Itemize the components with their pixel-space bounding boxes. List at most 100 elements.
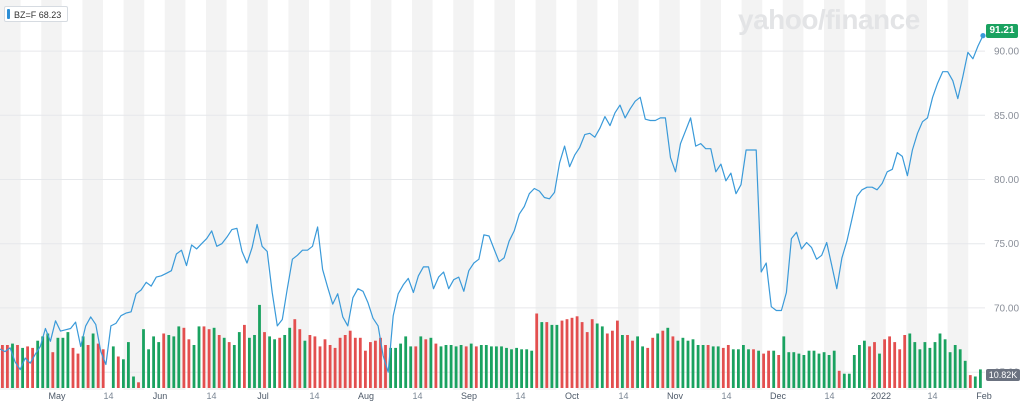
volume-bar — [721, 347, 725, 388]
volume-bar — [646, 347, 650, 388]
volume-bar — [26, 346, 29, 388]
volume-bar — [490, 346, 493, 388]
volume-bar — [600, 326, 604, 388]
stripe-band — [206, 0, 227, 390]
volume-bar — [182, 327, 186, 388]
volume-bar — [616, 320, 619, 388]
volume-bar — [570, 317, 574, 388]
volume-bar — [202, 326, 206, 388]
volume-bar — [726, 345, 730, 388]
volume-bar — [142, 329, 145, 388]
volume-bar — [560, 320, 564, 388]
volume-bar — [530, 350, 534, 388]
volume-bar — [116, 356, 120, 388]
x-tick-label: Jun — [153, 391, 168, 401]
volume-bar — [923, 342, 927, 388]
volume-bar — [676, 340, 680, 388]
volume-bar — [666, 327, 670, 388]
x-tick-label: 14 — [927, 391, 937, 401]
stripe-band — [947, 0, 969, 390]
volume-bar — [953, 345, 957, 388]
stripe-band — [494, 0, 515, 390]
volume-bar — [792, 352, 796, 388]
volume-bar — [520, 349, 523, 388]
volume-bar — [258, 304, 261, 388]
volume-bar — [86, 345, 90, 388]
volume-bar — [353, 337, 357, 388]
volume-bar — [585, 332, 589, 388]
volume-bar — [767, 350, 770, 388]
volume-bar — [938, 333, 942, 388]
volume-bar — [51, 352, 55, 388]
y-tick-label: 85.00 — [994, 111, 1019, 122]
volume-bar — [656, 333, 660, 388]
x-tick-label: 14 — [103, 391, 113, 401]
volume-bar — [76, 353, 80, 388]
volume-bar — [384, 345, 387, 388]
volume-bar — [943, 339, 947, 388]
volume-bar — [41, 336, 45, 388]
volume-bar — [565, 319, 569, 388]
volume-bar — [358, 337, 362, 388]
volume-bar — [802, 355, 806, 388]
volume-bar — [701, 345, 705, 388]
volume-bar — [893, 342, 897, 388]
volume-bar — [777, 355, 781, 388]
volume-bar — [283, 335, 287, 388]
volume-bar — [580, 322, 584, 388]
volume-bar — [979, 369, 982, 388]
volume-bar — [197, 326, 201, 388]
volume-bar — [484, 345, 488, 388]
volume-bar — [227, 342, 231, 388]
volume-bar — [399, 343, 402, 388]
volume-bar — [96, 343, 100, 388]
volume-bar — [888, 336, 891, 388]
volume-bar — [973, 376, 977, 388]
x-tick-label: 14 — [618, 391, 628, 401]
volume-bar — [742, 345, 745, 388]
volume-bar — [540, 322, 544, 388]
volume-bar — [338, 337, 342, 388]
x-tick-label: 14 — [824, 391, 834, 401]
volume-bar — [817, 353, 821, 388]
stripe-band — [412, 0, 433, 390]
volume-bar — [626, 335, 629, 388]
volume-bar — [641, 346, 644, 388]
volume-bar — [731, 349, 735, 388]
stripe-band — [659, 0, 680, 390]
volume-bar — [716, 346, 720, 388]
stripe-band — [576, 0, 598, 390]
volume-bar — [913, 342, 917, 388]
volume-bar — [595, 323, 599, 388]
volume-bar — [948, 352, 952, 388]
volume-bar — [263, 332, 266, 388]
volume-bar — [651, 337, 655, 388]
volume-bar — [424, 339, 428, 388]
volume-bar — [918, 349, 922, 388]
volume-bar — [737, 349, 740, 388]
volume-bars — [1, 304, 982, 388]
price-line-group — [0, 33, 986, 373]
volume-bar — [66, 332, 70, 388]
volume-bar — [313, 336, 317, 388]
volume-bar — [303, 340, 307, 388]
stripe-band — [123, 0, 145, 390]
volume-bar — [752, 349, 755, 388]
x-tick-label: Sep — [461, 391, 477, 401]
volume-bar — [333, 347, 337, 388]
stripe-band — [453, 0, 474, 390]
volume-bar — [177, 326, 181, 388]
volume-bar — [605, 333, 609, 388]
volume-bar — [611, 330, 614, 388]
volume-bar — [495, 346, 498, 388]
volume-bar — [908, 333, 912, 388]
volume-bar — [555, 324, 559, 388]
volume-bar — [898, 349, 902, 388]
volume-bar — [187, 339, 191, 388]
legend-ticker-badge[interactable]: BZ=F 68.23 — [4, 6, 69, 22]
stripe-band — [618, 0, 639, 390]
stripe-band — [865, 0, 886, 390]
volume-bar — [686, 340, 690, 388]
